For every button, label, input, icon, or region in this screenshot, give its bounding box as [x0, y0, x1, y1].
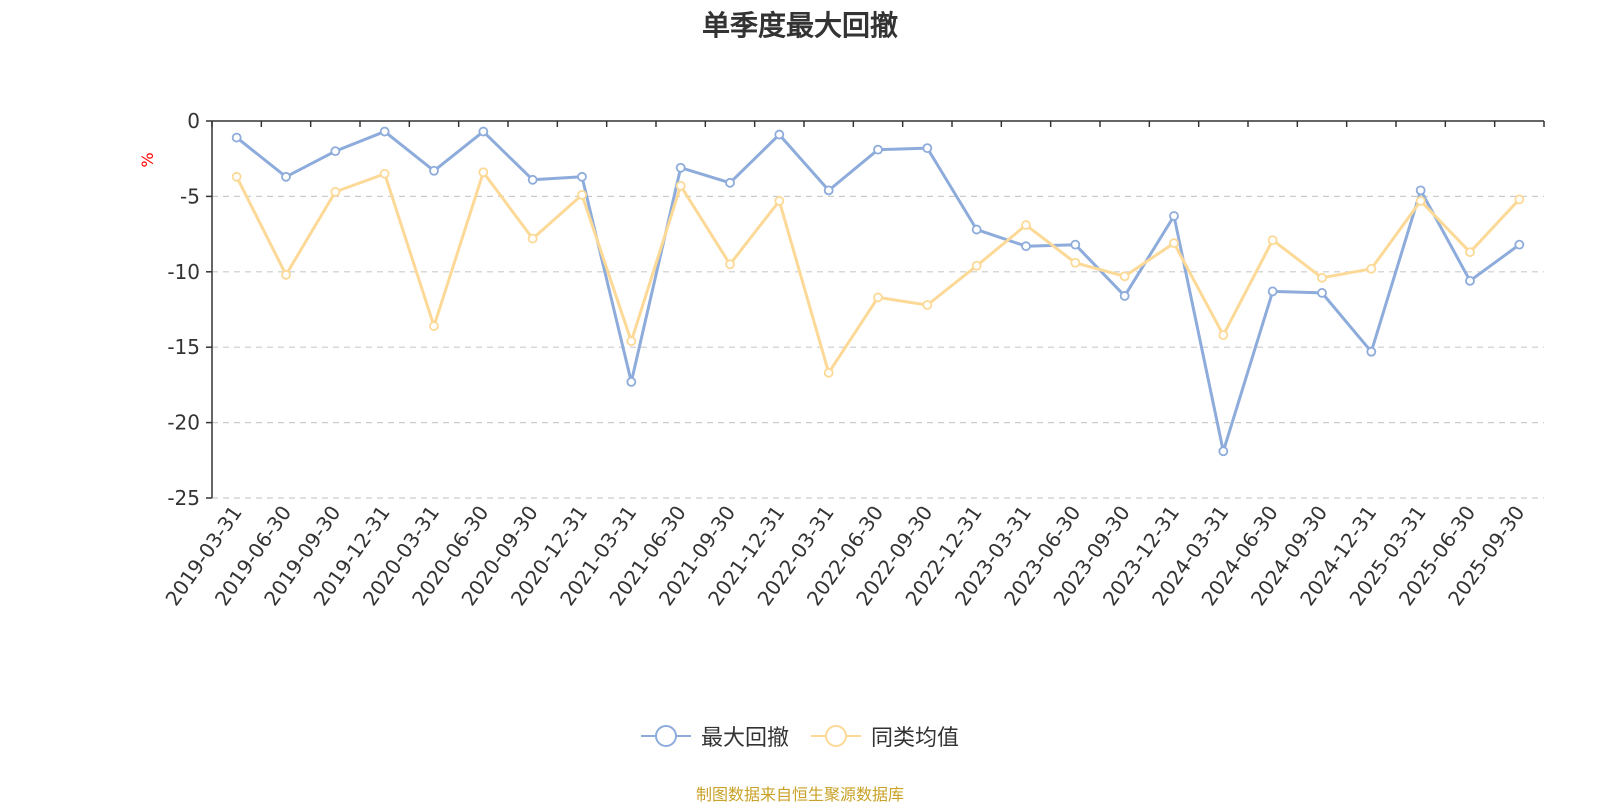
data-point-series-1: [922, 143, 933, 154]
data-point-series-2: [231, 171, 242, 182]
data-point-series-1: [1415, 185, 1426, 196]
data-point-series-1: [429, 165, 439, 176]
series-line-2: [235, 170, 1521, 375]
data-point-series-2: [922, 300, 933, 310]
data-point-series-2: [1070, 257, 1081, 268]
data-point-series-2: [1465, 247, 1475, 258]
y-tick-label: -15: [167, 335, 200, 359]
chart-title: 单季度最大回撤: [701, 9, 898, 42]
data-point-series-2: [429, 321, 439, 331]
data-point-series-2: [626, 336, 637, 347]
data-point-series-1: [1169, 211, 1179, 221]
data-point-series-1: [577, 171, 587, 182]
data-point-series-1: [1317, 288, 1327, 298]
data-point-series-2: [873, 292, 883, 303]
grid-lines: [212, 195, 1544, 499]
data-point-series-1: [379, 126, 390, 137]
data-point-series-1: [725, 177, 735, 188]
data-point-series-1: [675, 162, 686, 173]
data-point-series-2: [527, 233, 538, 244]
data-point-series-1: [1119, 291, 1130, 301]
data-point-series-1: [873, 144, 883, 155]
data-point-series-1: [1021, 241, 1031, 252]
legend-label: 最大回撤: [700, 726, 789, 751]
data-point-series-2: [577, 189, 587, 200]
data-point-series-2: [1317, 272, 1327, 283]
data-point-series-1: [971, 224, 982, 235]
data-point-series-2: [725, 259, 735, 270]
series-line-1: [235, 130, 1521, 453]
data-point-series-1: [626, 376, 637, 387]
data-point-series-2: [1514, 194, 1525, 205]
series: [231, 126, 1525, 457]
data-point-series-2: [281, 269, 291, 280]
data-point-series-1: [1070, 239, 1081, 250]
legend-marker-icon: [811, 725, 861, 747]
data-point-series-2: [379, 168, 390, 179]
data-point-series-2: [1218, 330, 1229, 341]
data-point-series-2: [774, 196, 785, 206]
data-point-series-1: [1514, 239, 1525, 250]
data-point-series-1: [231, 132, 242, 143]
data-point-series-1: [1366, 346, 1377, 357]
legend: 最大回撤 同类均值: [0, 720, 1600, 752]
data-point-series-2: [675, 180, 686, 191]
data-point-series-1: [1218, 446, 1229, 457]
data-point-series-1: [1465, 275, 1475, 286]
y-tick-label: 0: [187, 109, 200, 133]
data-point-series-2: [1021, 220, 1031, 230]
data-point-series-2: [1119, 271, 1130, 282]
data-point-series-1: [823, 185, 834, 196]
y-tick-label: -10: [167, 260, 200, 284]
data-point-series-1: [281, 171, 291, 182]
data-point-series-2: [971, 260, 982, 271]
data-point-series-2: [1366, 263, 1377, 274]
y-tick-label: -5: [180, 184, 200, 208]
data-point-series-1: [478, 126, 489, 137]
y-tick-label: -25: [167, 486, 200, 510]
data-point-series-1: [774, 129, 785, 140]
data-point-series-1: [1267, 286, 1278, 297]
data-point-series-1: [330, 146, 341, 157]
legend-label: 同类均值: [871, 726, 960, 751]
data-point-series-1: [527, 174, 538, 185]
legend-item-1[interactable]: 最大回撤: [640, 720, 789, 752]
legend-item-2[interactable]: 同类均值: [811, 720, 959, 752]
y-axis-unit-label: %: [138, 152, 157, 167]
y-tick-label: -20: [167, 411, 200, 435]
source-note: 制图数据来自恒生聚源数据库: [695, 785, 904, 804]
legend-marker-icon: [640, 725, 691, 747]
data-point-series-2: [1267, 235, 1278, 246]
data-point-series-2: [478, 167, 489, 178]
data-point-series-2: [1169, 238, 1179, 249]
data-point-series-2: [823, 367, 834, 378]
axes: 0-5-10-15-20-252019-03-312019-06-302019-…: [160, 109, 1545, 610]
data-point-series-2: [1415, 196, 1426, 206]
data-point-series-2: [330, 186, 341, 197]
